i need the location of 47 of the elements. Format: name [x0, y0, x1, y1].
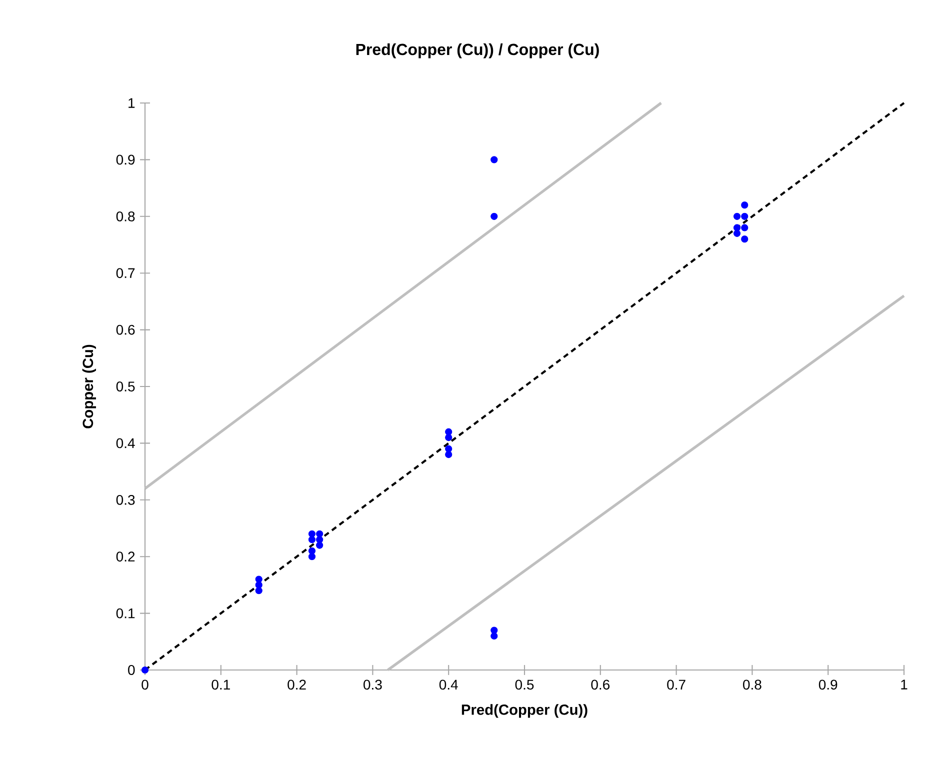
- point: [733, 230, 741, 237]
- x-tick-label: 0.8: [743, 680, 762, 690]
- x-tick-label: 0.2: [288, 680, 306, 690]
- y-tick-label: 0.6: [116, 324, 135, 335]
- point: [741, 212, 748, 220]
- x-tick-label: 0.6: [591, 680, 610, 690]
- point: [733, 224, 741, 232]
- point: [445, 434, 452, 442]
- point: [490, 212, 498, 220]
- x-axis-title: Pred(Copper (Cu)): [462, 704, 588, 718]
- point: [490, 626, 498, 634]
- point: [308, 536, 316, 544]
- y-tick-label: 0.1: [116, 608, 135, 618]
- point: [490, 156, 498, 164]
- point: [445, 445, 452, 452]
- y-tick-label: 0.9: [116, 154, 135, 165]
- point: [141, 666, 149, 674]
- point: [741, 236, 748, 243]
- y-tick-label: 0.5: [116, 382, 135, 392]
- point: [445, 450, 452, 458]
- y-tick-label: 0.2: [116, 552, 135, 562]
- y-tick-label: 0.8: [116, 211, 135, 222]
- x-tick-label: 0.9: [818, 680, 838, 690]
- y-tick-label: 0.3: [116, 494, 135, 505]
- y-tick-label: 0: [128, 665, 135, 675]
- x-tick-label: 0: [142, 680, 148, 690]
- x-tick-label: 0.4: [439, 680, 458, 690]
- point: [741, 224, 748, 232]
- y-tick-label: 1: [128, 98, 135, 108]
- x-tick-label: 1: [901, 680, 908, 690]
- x-tick-label: 0.1: [212, 680, 230, 690]
- point: [741, 201, 748, 209]
- point: [308, 553, 316, 560]
- point: [316, 542, 324, 549]
- point: [255, 576, 262, 583]
- point: [316, 536, 324, 544]
- y-tick-label: 0.4: [116, 438, 135, 448]
- point: [490, 632, 498, 640]
- x-tick-label: 0.7: [667, 680, 686, 690]
- point: [445, 428, 452, 436]
- point: [255, 587, 262, 594]
- x-tick-label: 0.5: [515, 680, 534, 690]
- y-tick-label: 0.7: [116, 268, 135, 278]
- chart-title: Pred(Copper (Cu)) / Copper (Cu): [356, 43, 599, 58]
- point: [733, 212, 741, 220]
- x-tick-label: 0.3: [364, 680, 382, 690]
- y-axis-title: Copper (Cu): [82, 344, 96, 428]
